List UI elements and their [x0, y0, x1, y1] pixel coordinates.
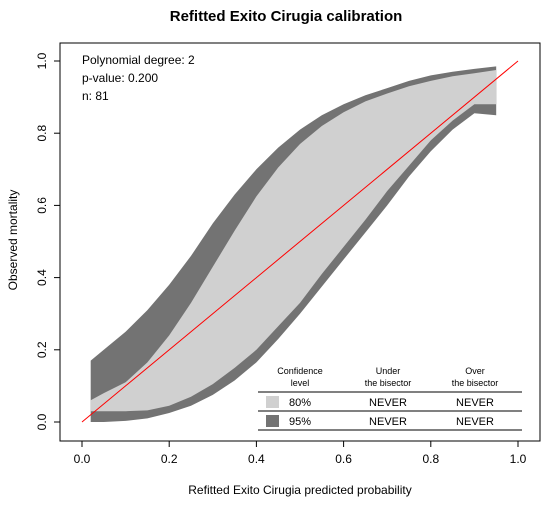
table-header-confidence-1: Confidence [277, 366, 323, 376]
table-header-under-2: the bisector [365, 378, 412, 388]
y-tick-label: 1.0 [35, 52, 49, 69]
x-tick-label: 0.4 [248, 452, 265, 466]
y-axis: 0.0 0.2 0.4 0.6 0.8 1.0 [35, 52, 61, 430]
y-tick-label: 0.0 [35, 413, 49, 430]
polynomial-degree-text: Polynomial degree: 2 [82, 53, 195, 67]
y-axis-label: Observed mortality [6, 190, 20, 291]
y-tick-label: 0.6 [35, 197, 49, 214]
table-header-confidence-2: level [291, 378, 310, 388]
y-tick-label: 0.8 [35, 125, 49, 142]
table-under-80: NEVER [369, 397, 407, 409]
p-value-text: p-value: 0.200 [82, 71, 158, 85]
band-80-series [90, 70, 497, 412]
table-header-under-1: Under [376, 366, 401, 376]
x-tick-label: 1.0 [510, 452, 527, 466]
legend-swatch-80 [266, 396, 279, 408]
table-header-over-1: Over [465, 366, 485, 376]
y-tick-label: 0.4 [35, 269, 49, 286]
x-tick-label: 0.6 [335, 452, 352, 466]
chart-title: Refitted Exito Cirugia calibration [170, 8, 403, 25]
bisector-line [81, 60, 519, 423]
legend-swatch-95 [266, 415, 279, 427]
n-text: n: 81 [82, 89, 109, 103]
x-tick-label: 0.2 [161, 452, 178, 466]
table-over-80: NEVER [456, 397, 494, 409]
x-tick-label: 0.8 [422, 452, 439, 466]
table-header-over-2: the bisector [452, 378, 499, 388]
legend-table: Confidence level Under the bisector Over… [258, 366, 522, 431]
x-tick-label: 0.0 [74, 452, 91, 466]
table-under-95: NEVER [369, 416, 407, 428]
y-tick-label: 0.2 [35, 341, 49, 358]
table-level-95: 95% [289, 416, 311, 428]
confidence-bands [90, 66, 497, 423]
x-axis: 0.0 0.2 0.4 0.6 0.8 1.0 [74, 440, 527, 466]
x-axis-label: Refitted Exito Cirugia predicted probabi… [188, 483, 411, 497]
table-level-80: 80% [289, 397, 311, 409]
table-over-95: NEVER [456, 416, 494, 428]
